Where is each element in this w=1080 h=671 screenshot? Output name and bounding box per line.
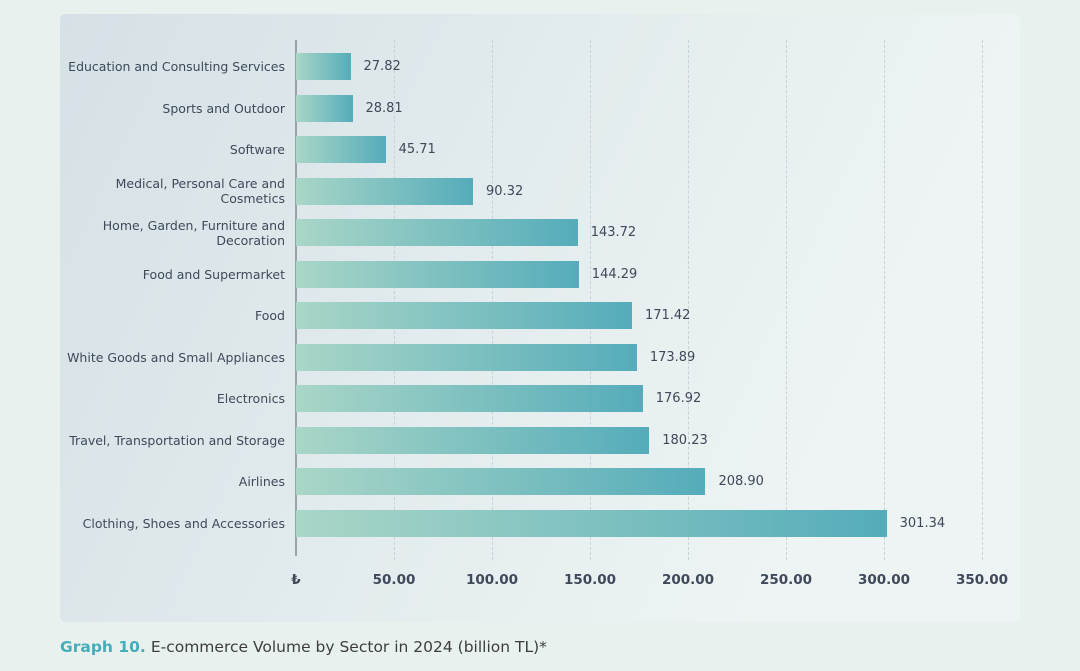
x-tick-label: 150.00 xyxy=(563,572,617,588)
bar-rows: Education and Consulting Services 27.82 Sp… xyxy=(60,46,1020,544)
x-tick-label: 200.00 xyxy=(661,572,715,588)
bar-row: Home, Garden, Furniture and Decoration 14… xyxy=(60,212,1020,254)
category-label: Food and Supermarket xyxy=(142,266,285,282)
bar-row: Clothing, Shoes and Accessories 301.34 xyxy=(60,503,1020,545)
category-label: Electronics xyxy=(216,391,285,407)
x-tick-label: 100.00 xyxy=(465,572,519,588)
bar-row: Education and Consulting Services 27.82 xyxy=(60,46,1020,88)
bar-row: White Goods and Small Appliances 173.89 xyxy=(60,337,1020,379)
bar-area: 208.90 xyxy=(296,468,1020,496)
bar xyxy=(296,468,706,496)
gridline xyxy=(492,40,493,560)
bar xyxy=(296,260,579,288)
bar-row: Electronics 176.92 xyxy=(60,378,1020,420)
bar-row: Airlines 208.90 xyxy=(60,461,1020,503)
bar xyxy=(296,53,351,81)
bar-area: 27.82 xyxy=(296,53,1020,81)
bar xyxy=(296,302,632,330)
chart-panel: Education and Consulting Services 27.82 Sp… xyxy=(60,14,1020,622)
bar-area: 143.72 xyxy=(296,219,1020,247)
gridline xyxy=(688,40,689,560)
bar xyxy=(296,219,578,247)
value-label: 208.90 xyxy=(718,474,764,490)
bar xyxy=(296,177,473,205)
value-label: 27.82 xyxy=(363,59,401,75)
category-label: Sports and Outdoor xyxy=(162,100,285,116)
x-tick-label: 300.00 xyxy=(857,572,911,588)
category-label: Clothing, Shoes and Accessories xyxy=(82,515,285,531)
x-axis-ticks: ₺ 50.00 100.00 150.00 200.00 250.00 300.00 350.… xyxy=(60,572,1020,594)
bar xyxy=(296,136,386,164)
bar-row: Food and Supermarket 144.29 xyxy=(60,254,1020,296)
bar-area: 171.42 xyxy=(296,302,1020,330)
bar-area: 176.92 xyxy=(296,385,1020,413)
bar-area: 173.89 xyxy=(296,343,1020,371)
value-label: 171.42 xyxy=(644,308,691,324)
caption-prefix: Graph 10. xyxy=(60,638,146,656)
bar-area: 28.81 xyxy=(296,94,1020,122)
bar-row: Sports and Outdoor 28.81 xyxy=(60,88,1020,130)
value-label: 144.29 xyxy=(591,266,638,282)
value-label: 180.23 xyxy=(662,432,708,448)
bar xyxy=(296,385,643,413)
category-label: Home, Garden, Furniture and Decoration xyxy=(102,217,285,248)
value-label: 301.34 xyxy=(899,515,946,531)
category-label: Airlines xyxy=(238,474,285,490)
bar-row: Travel, Transportation and Storage 180.23 xyxy=(60,420,1020,462)
value-label: 45.71 xyxy=(398,142,436,158)
bar-row: Food 171.42 xyxy=(60,295,1020,337)
bar xyxy=(296,94,353,122)
value-label: 28.81 xyxy=(365,100,403,116)
gridline xyxy=(982,40,983,560)
category-label: Software xyxy=(229,142,285,158)
value-label: 173.89 xyxy=(649,349,696,365)
x-tick-label: 50.00 xyxy=(372,572,416,588)
currency-symbol-tick: ₺ xyxy=(291,572,301,588)
value-label: 143.72 xyxy=(590,225,637,241)
bar-row: Medical, Personal Care and Cosmetics 90.3… xyxy=(60,171,1020,213)
category-label: Education and Consulting Services xyxy=(68,59,285,75)
category-label: Medical, Personal Care and Cosmetics xyxy=(115,176,285,207)
x-tick-label: 350.00 xyxy=(955,572,1009,588)
bar-area: 144.29 xyxy=(296,260,1020,288)
gridline xyxy=(884,40,885,560)
bar xyxy=(296,343,637,371)
category-label: Food xyxy=(255,308,285,324)
x-tick-label: 250.00 xyxy=(759,572,813,588)
gridline xyxy=(590,40,591,560)
caption-text: E-commerce Volume by Sector in 2024 (bil… xyxy=(150,638,547,656)
bar-area: 90.32 xyxy=(296,177,1020,205)
bar-area: 301.34 xyxy=(296,509,1020,537)
value-label: 90.32 xyxy=(486,183,524,199)
gridline xyxy=(786,40,787,560)
bar xyxy=(296,509,887,537)
chart-caption: Graph 10. E-commerce Volume by Sector in … xyxy=(60,638,547,656)
bar-row: Software 45.71 xyxy=(60,129,1020,171)
category-label: Travel, Transportation and Storage xyxy=(69,432,285,448)
value-label: 176.92 xyxy=(655,391,702,407)
bar-area: 180.23 xyxy=(296,426,1020,454)
gridline xyxy=(394,40,395,560)
y-axis-line xyxy=(295,40,297,556)
bar-area: 45.71 xyxy=(296,136,1020,164)
bar xyxy=(296,426,650,454)
category-label: White Goods and Small Appliances xyxy=(67,349,285,365)
